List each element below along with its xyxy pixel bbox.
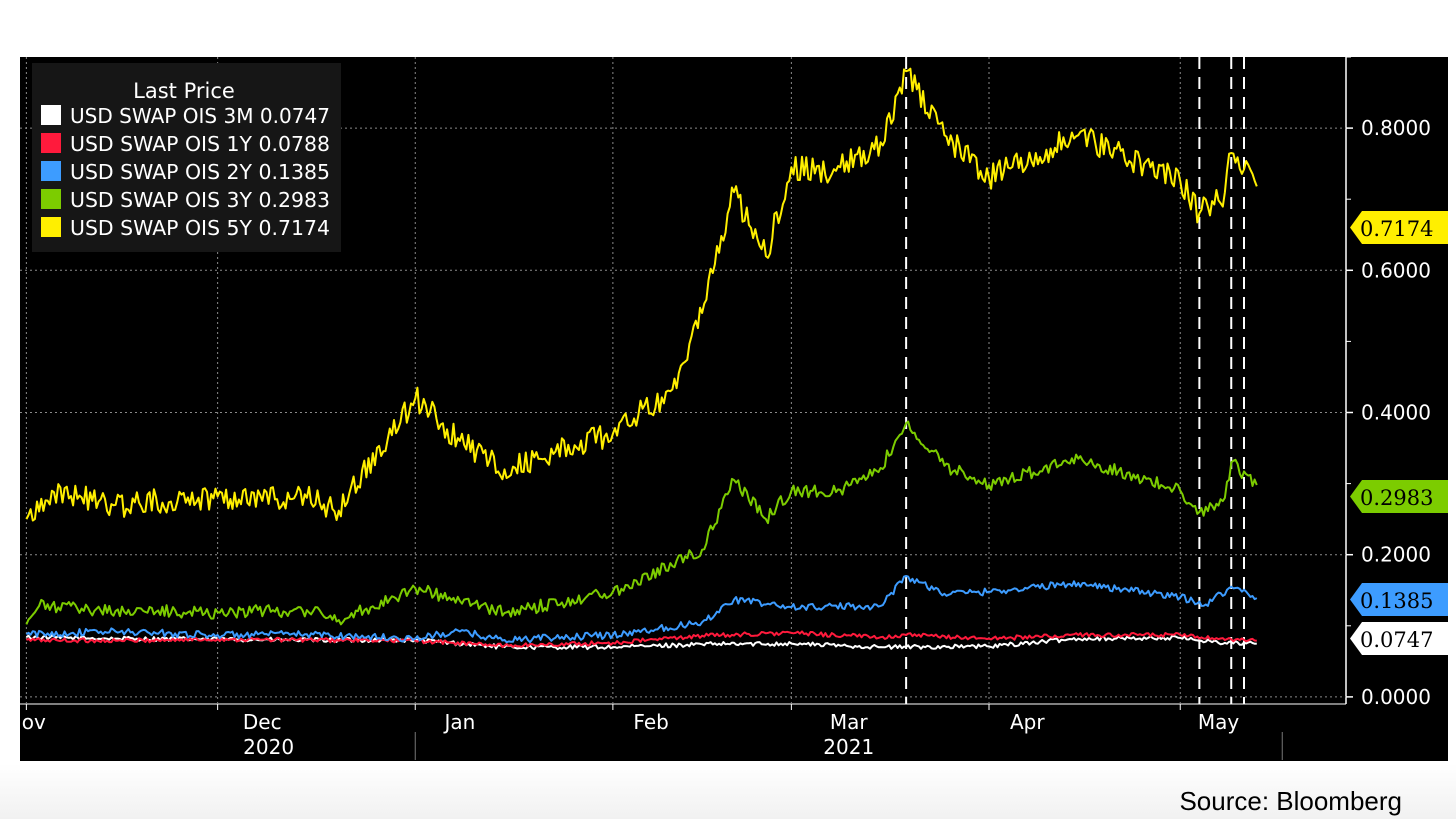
legend-title: Last Price [133,79,235,103]
y-tick-label: 0.8000 [1361,116,1431,140]
last-value-label: 0.1385 [1360,589,1433,613]
x-month-label: Mar [830,710,869,734]
legend-swatch [41,133,61,153]
y-tick-label: 0.0000 [1361,685,1431,709]
last-value-tag [1350,583,1448,616]
y-tick-label: 0.2000 [1361,543,1431,567]
legend-entry: USD SWAP OIS 2Y 0.1385 [70,160,330,184]
series-line [25,630,1257,649]
legend-swatch [41,161,61,181]
last-value-tags: 0.0747 0.1385 0.2983 0.7174 [1350,211,1448,655]
x-month-label: May [1198,710,1240,734]
series-line [25,575,1258,644]
legend-swatch [41,189,61,209]
legend-swatch [41,105,61,125]
series-lines [25,67,1258,651]
legend-entry: USD SWAP OIS 3Y 0.2983 [70,188,330,212]
legend-entry: USD SWAP OIS 5Y 0.7174 [70,216,330,240]
y-tick-label: 0.6000 [1361,258,1431,282]
legend-swatch [41,217,61,237]
x-axis-ticks: Nov Dec Jan Feb Mar Apr May 2020 2021 [7,704,1283,760]
y-tick-label: 0.4000 [1361,400,1431,424]
event-lines [905,57,1245,704]
last-value-label: 0.7174 [1360,217,1433,241]
y-axis-ticks: 0.0000 0.2000 0.4000 0.6000 0.8000 [1346,56,1431,709]
x-month-label: Jan [442,710,475,734]
legend-entry: USD SWAP OIS 1Y 0.0788 [70,132,330,156]
x-year-label: 2021 [823,735,874,759]
last-value-tag [1350,211,1448,244]
series-line [25,420,1258,626]
series-line [25,67,1258,522]
last-value-label: 0.0747 [1360,628,1433,652]
series-line [25,634,1257,651]
last-value-label: 0.2983 [1360,486,1433,510]
last-value-tag [1350,480,1448,513]
last-value-tag [1350,622,1448,655]
source-note: Source: Bloomberg [1179,786,1402,816]
legend-entry: USD SWAP OIS 3M 0.0747 [70,104,330,128]
x-month-label: Nov [7,710,46,734]
x-month-label: Dec [243,710,282,734]
x-month-label: Apr [1010,710,1045,734]
legend-box [32,63,341,252]
footer-band [0,764,1456,819]
legend: Last Price USD SWAP OIS 3M 0.0747 USD SWA… [32,63,341,252]
x-year-label: 2020 [243,735,294,759]
x-month-label: Feb [633,710,668,734]
